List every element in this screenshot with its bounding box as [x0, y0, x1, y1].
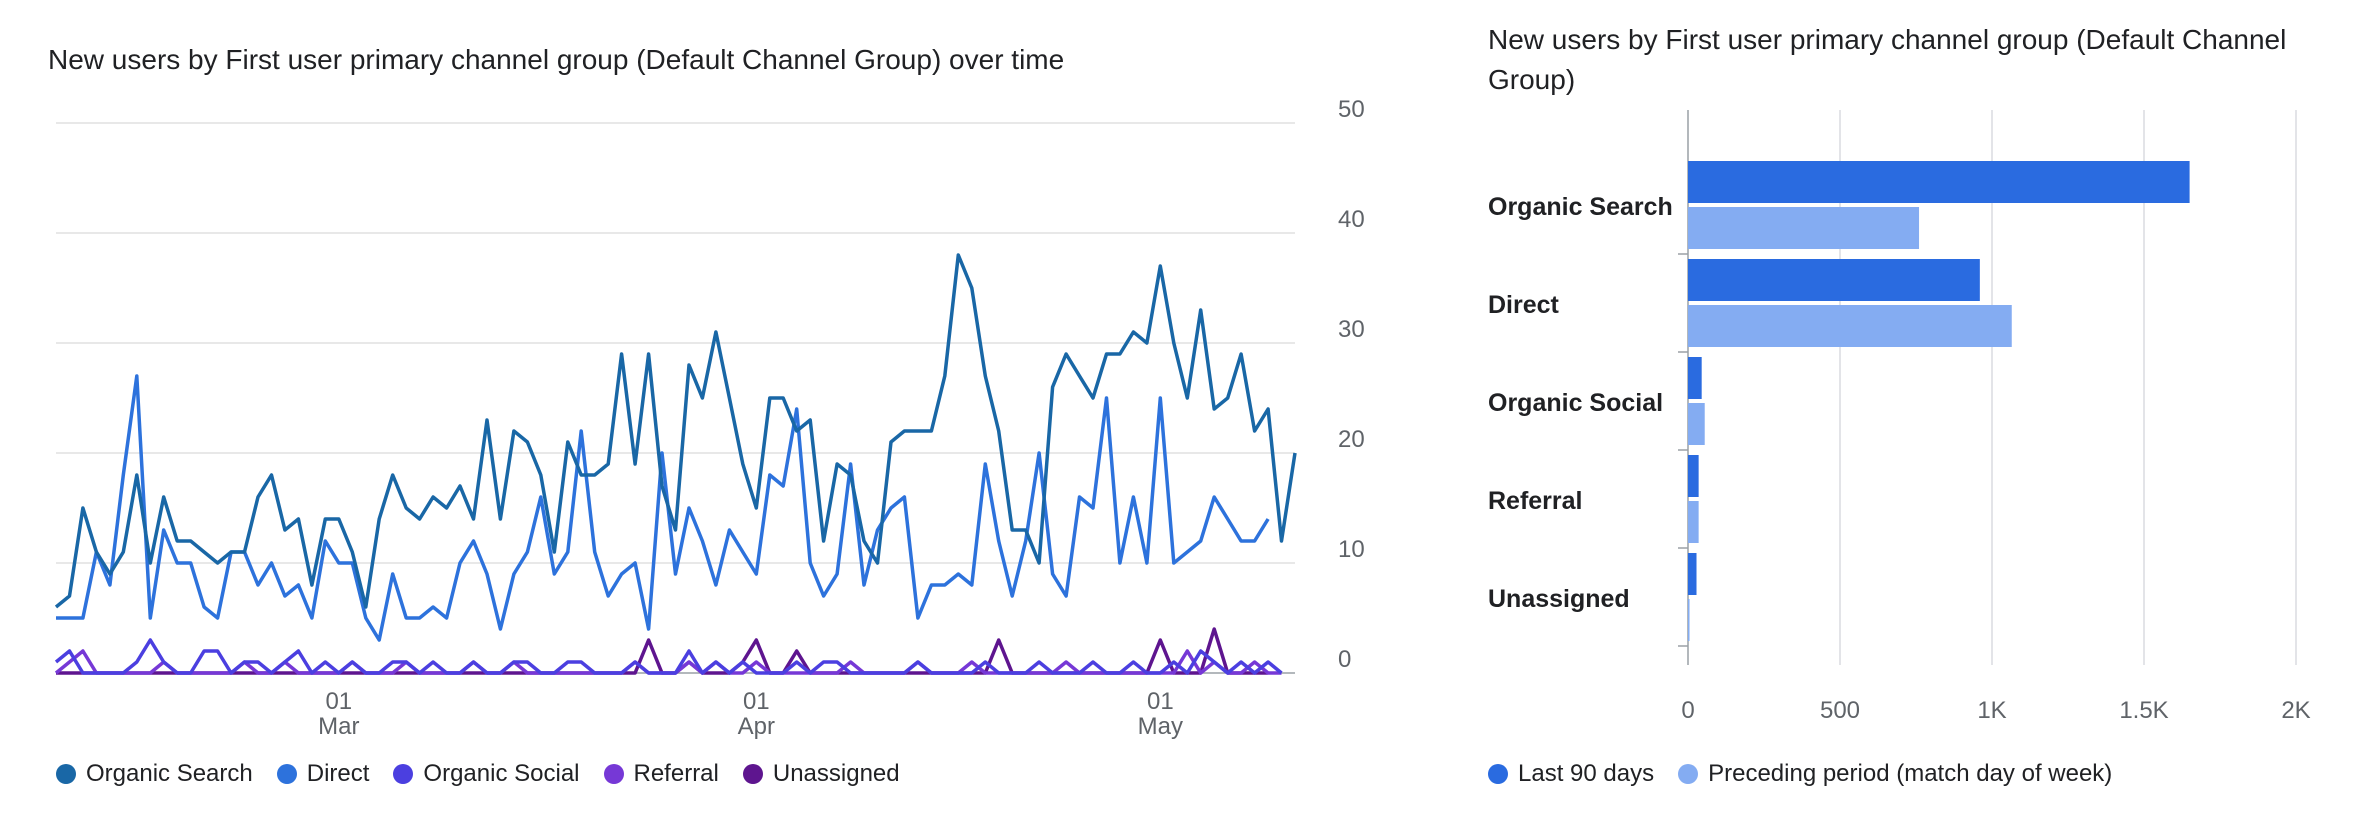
legend-label: Direct — [306, 760, 370, 787]
bar-chart-plot: 0 500 1K 1.5K 2K Organic Search Direct Organic … — [1488, 110, 2311, 724]
legend-item-direct[interactable]: Direct — [276, 760, 370, 788]
series-line-referral — [54, 649, 1282, 675]
category-label-referral: Referral — [1488, 487, 1583, 515]
legend-label: Last 90 days — [1518, 760, 1655, 787]
legend-item-referral[interactable]: Referral — [603, 760, 719, 788]
series-line-organic-social — [54, 638, 1283, 675]
legend-dot-icon — [603, 764, 624, 784]
category-label-organic-social: Organic Social — [1488, 389, 1663, 417]
legend-item-organic-search[interactable]: Organic Search — [56, 760, 253, 788]
bar-chart-panel: New users by First user primary channel … — [1460, 0, 2374, 834]
bar-referral-last-90-days — [1688, 455, 1699, 497]
legend-item-organic-social[interactable]: Organic Social — [393, 760, 580, 788]
x-tick-label: 1.5K — [2119, 697, 2168, 724]
category-label-unassigned: Unassigned — [1488, 585, 1630, 613]
legend-dot-icon — [276, 764, 297, 784]
legend-dot-icon — [742, 764, 763, 784]
y-tick-label: 10 — [1338, 536, 1365, 563]
bar-unassigned-last-90-days — [1688, 553, 1697, 595]
legend-label: Referral — [633, 760, 719, 787]
legend-dot-icon — [1678, 764, 1699, 784]
legend-label: Preceding period (match day of week) — [1708, 760, 2113, 787]
bar-organic-search-preceding-period-match-day-of-week — [1688, 207, 1920, 249]
line-chart-legend: Organic Search Direct Organic Social Ref… — [56, 760, 924, 788]
bar-organic-social-last-90-days — [1688, 357, 1702, 399]
legend-item-last-90-days[interactable]: Last 90 days — [1488, 760, 1654, 788]
legend-item-preceding-period[interactable]: Preceding period (match day of week) — [1678, 760, 2112, 788]
legend-label: Unassigned — [772, 760, 900, 787]
x-tick-day: 01 — [1147, 688, 1174, 715]
y-tick-label: 30 — [1338, 316, 1365, 343]
x-tick-label: 1K — [1977, 697, 2006, 724]
y-tick-label: 50 — [1338, 96, 1365, 123]
x-tick-label: 2K — [2281, 697, 2310, 724]
bar-chart-title: New users by First user primary channel … — [1488, 24, 2287, 95]
x-tick-label: 0 — [1681, 697, 1694, 724]
legend-label: Organic Social — [423, 760, 580, 787]
x-tick-day: 01 — [743, 688, 770, 715]
x-tick-month: May — [1138, 713, 1183, 740]
bar-chart-legend: Last 90 days Preceding period (match day… — [1488, 760, 2136, 788]
category-label-direct: Direct — [1488, 291, 1560, 319]
bar-organic-social-preceding-period-match-day-of-week — [1688, 403, 1705, 445]
x-tick-label: 500 — [1820, 697, 1860, 724]
x-tick-month: Apr — [738, 713, 775, 740]
y-tick-label: 20 — [1338, 426, 1365, 453]
bar-unassigned-preceding-period-match-day-of-week — [1688, 599, 1690, 641]
bar-direct-preceding-period-match-day-of-week — [1688, 305, 2012, 347]
series-line-organic-search — [54, 253, 1297, 609]
series-line-direct — [56, 374, 1270, 642]
y-tick-label: 0 — [1338, 646, 1351, 673]
y-tick-label: 40 — [1338, 206, 1365, 233]
x-tick-month: Mar — [318, 713, 359, 740]
line-chart-panel: New users by First user primary channel … — [48, 44, 1365, 788]
legend-dot-icon — [56, 764, 76, 784]
legend-dot-icon — [393, 764, 414, 784]
legend-item-unassigned[interactable]: Unassigned — [742, 760, 900, 788]
bar-direct-last-90-days — [1688, 259, 1980, 301]
x-tick-day: 01 — [325, 688, 352, 715]
category-label-organic-search: Organic Search — [1488, 193, 1673, 221]
line-chart-title: New users by First user primary channel … — [48, 44, 1065, 75]
bar-organic-search-last-90-days — [1688, 161, 2190, 203]
legend-label: Organic Search — [86, 760, 253, 787]
bar-referral-preceding-period-match-day-of-week — [1688, 501, 1699, 543]
legend-dot-icon — [1488, 764, 1508, 784]
